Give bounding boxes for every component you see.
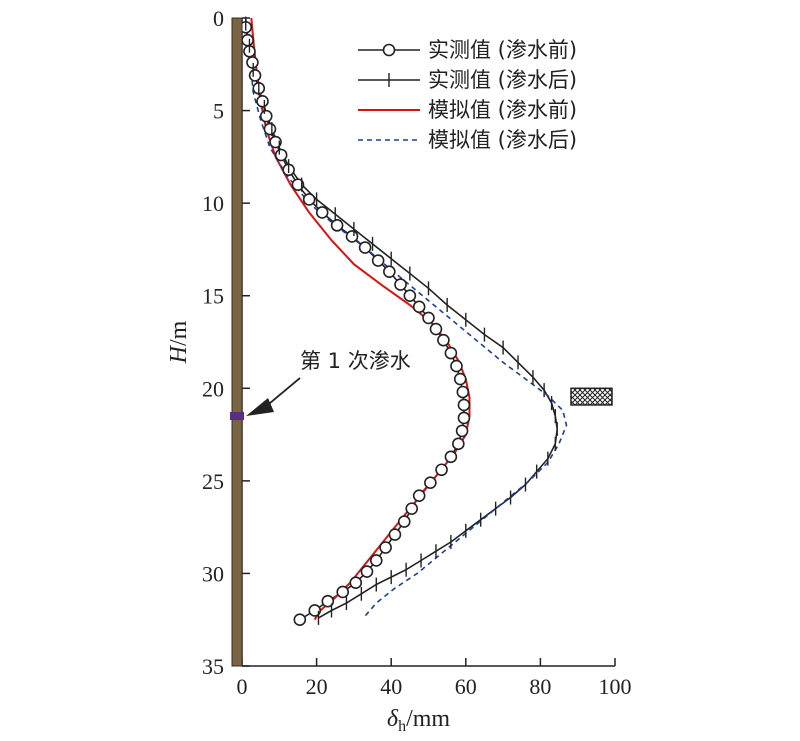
series-1-point	[435, 463, 448, 477]
series-1-point	[302, 193, 316, 206]
series-1-point	[349, 576, 363, 589]
series-1-point	[274, 148, 288, 162]
series-1-point	[330, 219, 344, 232]
series-1-point	[371, 254, 385, 267]
x-tick-label: 0	[237, 674, 248, 699]
y-tick-label: 15	[202, 284, 224, 309]
series-1-point	[263, 122, 277, 136]
series-1-point	[453, 372, 467, 386]
series-1-point	[293, 613, 307, 627]
x-tick-label: 20	[306, 674, 328, 699]
annotation-arrow	[246, 377, 301, 417]
series-1-point	[457, 411, 471, 425]
legend-swatch-marker	[382, 43, 396, 57]
series-1-point	[379, 541, 392, 554]
x-tick-label: 100	[599, 674, 632, 699]
series-1-point	[321, 594, 335, 608]
legend-label-3: 模拟值 (渗水前)	[428, 98, 577, 122]
y-axis-label: H/m	[166, 320, 192, 364]
series-1-point	[424, 476, 437, 490]
legend-label-4: 模拟值 (渗水后)	[428, 128, 577, 152]
series-1-point	[360, 565, 374, 578]
series-1-point	[383, 265, 396, 278]
y-tick-label: 20	[202, 376, 224, 401]
y-axis-label-unit: /m	[166, 320, 192, 346]
series-1-point	[412, 489, 426, 502]
series-1-point	[248, 69, 262, 82]
series-1-point	[315, 206, 329, 219]
series-1-point	[269, 135, 282, 149]
series-1-point	[291, 178, 305, 191]
series-1-point	[394, 278, 407, 291]
series-1-point	[412, 300, 426, 314]
series-1-point	[429, 322, 443, 336]
series-line-3	[250, 17, 471, 621]
legend: 实测值 (渗水前) 实测值 (渗水后) 模拟值 (渗水前) 模拟值 (渗水后)	[358, 38, 577, 152]
series-1-point	[450, 359, 463, 373]
series-1-point	[308, 604, 322, 617]
series-1-point	[345, 230, 359, 243]
x-tick-label: 80	[529, 674, 551, 699]
series-1-point	[457, 398, 471, 412]
water-injection-marker	[230, 412, 244, 421]
series-1-point	[246, 56, 259, 69]
x-axis-label-unit: /mm	[406, 706, 450, 732]
axis-ticks: 0 20 40 60 80 100 0 5 10 15 20 25 30 35	[202, 6, 632, 699]
y-axis-label-symbol: H	[166, 344, 192, 364]
y-tick-label: 0	[213, 6, 224, 31]
y-tick-label: 25	[202, 469, 224, 494]
series-line-4	[244, 17, 568, 617]
series-1-point	[241, 33, 254, 47]
series-1-point	[403, 289, 417, 303]
series-1-point	[456, 385, 470, 399]
y-tick-label: 30	[202, 561, 224, 586]
x-axis-label-subscript: h	[398, 718, 406, 735]
x-axis-label-symbol: δ	[387, 706, 399, 732]
marker-layer	[239, 16, 613, 627]
series-1-point	[452, 437, 465, 451]
y-tick-label: 35	[202, 654, 224, 679]
x-tick-label: 40	[380, 674, 402, 699]
series-1-point	[437, 333, 450, 347]
series-1-point	[397, 515, 411, 528]
x-axis-label: δh/mm	[387, 706, 450, 735]
x-tick-label: 60	[455, 674, 477, 699]
series-1-point	[256, 95, 269, 108]
series-1-point	[259, 109, 273, 123]
y-tick-label: 5	[213, 99, 224, 124]
legend-label-1: 实测值 (渗水前)	[428, 38, 577, 62]
series-1-point	[388, 528, 402, 541]
series-1-point	[336, 585, 350, 599]
series-1-point	[444, 346, 458, 360]
series-1-point	[358, 241, 372, 254]
hatched-marker	[570, 387, 613, 406]
legend-label-2: 实测值 (渗水后)	[428, 68, 577, 92]
wall-layer	[230, 17, 244, 667]
retaining-wall	[231, 17, 243, 667]
series-1-point	[422, 311, 435, 325]
y-tick-label: 10	[202, 191, 224, 216]
series-1-point	[405, 502, 419, 515]
annotation-arrowhead	[246, 398, 274, 417]
series-1-point	[455, 424, 469, 438]
series-1-point	[369, 554, 383, 567]
annotation-text: 第 1 次渗水	[300, 349, 411, 373]
series-1-point	[444, 450, 458, 464]
